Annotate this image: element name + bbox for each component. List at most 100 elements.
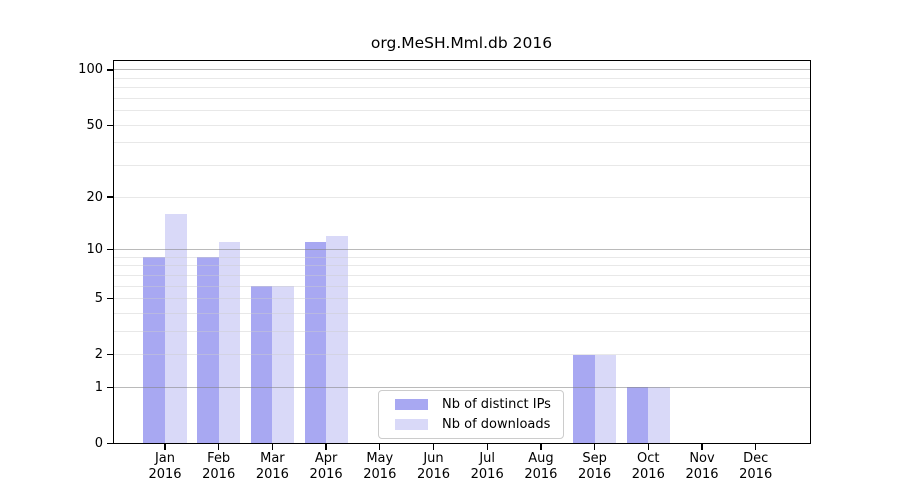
chart-title: org.MeSH.Mml.db 2016 [370, 34, 553, 52]
bar-distinct-ips-feb [197, 257, 219, 444]
y-tick-label: 0 [94, 436, 103, 451]
gridline-minor [114, 274, 810, 276]
x-tick-label-year: 2016 [739, 466, 773, 482]
x-tick-label-year: 2016 [202, 466, 236, 482]
y-tick-label: 20 [86, 189, 103, 205]
x-tick [432, 444, 435, 450]
x-tick-label: Jan 2016 [133, 451, 197, 482]
legend-item: Nb of distinct IPs [395, 396, 551, 413]
bar-distinct-ips-sep [573, 354, 595, 444]
x-tick-label: May 2016 [348, 451, 412, 482]
y-tick [107, 442, 113, 445]
x-tick-label: Mar 2016 [240, 451, 304, 482]
x-tick-label-month: Nov [689, 451, 715, 466]
legend-swatch-icon [395, 419, 428, 430]
x-tick-label-year: 2016 [416, 466, 451, 482]
gridline-major [114, 69, 810, 71]
x-tick-label: Dec 2016 [724, 451, 788, 482]
gridline-minor [114, 110, 810, 112]
x-tick-label: Nov 2016 [670, 451, 734, 482]
y-tick [107, 248, 113, 251]
y-tick-label: 50 [86, 117, 103, 133]
y-tick [107, 386, 113, 389]
gridline-minor [114, 98, 810, 100]
y-tick [107, 353, 113, 356]
x-tick-label-year: 2016 [470, 466, 504, 482]
gridline-minor [114, 330, 810, 332]
bar-distinct-ips-oct [626, 387, 649, 444]
gridline-minor [114, 124, 810, 126]
x-tick [647, 444, 649, 450]
y-tick-label: 1 [94, 379, 103, 395]
gridline-minor [114, 165, 810, 167]
x-tick-label-month: May [366, 451, 394, 466]
x-tick [271, 444, 274, 450]
x-tick-label-month: Sep [582, 451, 607, 466]
legend-item-label: Nb of downloads [442, 417, 551, 432]
x-tick-label: Feb 2016 [187, 451, 251, 482]
x-tick [593, 444, 596, 450]
gridline-minor [114, 285, 810, 287]
x-tick-label-year: 2016 [255, 466, 289, 482]
gridline-minor [114, 297, 810, 299]
gridline-minor [114, 196, 810, 198]
legend: Nb of distinct IPs Nb of downloads [378, 390, 564, 439]
y-tick [107, 297, 113, 300]
y-tick-label: 2 [94, 347, 103, 363]
x-tick [486, 444, 488, 450]
x-tick-label-year: 2016 [685, 466, 719, 482]
x-tick [379, 444, 381, 450]
y-tick-label: 5 [94, 290, 103, 306]
x-tick-label-month: Mar [260, 451, 285, 466]
x-tick [540, 444, 542, 450]
x-tick-label-month: Jan [154, 451, 176, 466]
y-tick [107, 124, 113, 126]
gridline-minor [114, 142, 810, 144]
x-tick-label: Aug 2016 [509, 451, 573, 482]
bar-distinct-ips-apr [304, 242, 327, 444]
y-tick [107, 196, 113, 198]
bar-downloads-feb [218, 242, 241, 444]
gridline-minor [114, 312, 810, 314]
x-tick-label-month: Aug [528, 451, 554, 466]
x-tick [755, 444, 757, 450]
x-tick-label-year: 2016 [363, 466, 397, 482]
x-tick-label-year: 2016 [309, 466, 343, 482]
x-tick [325, 444, 327, 450]
legend-swatch-icon [395, 399, 428, 410]
x-tick-label-month: Dec [743, 451, 769, 466]
gridline-minor [114, 87, 810, 89]
x-tick-label-year: 2016 [524, 466, 558, 482]
gridline-minor [114, 265, 810, 267]
x-tick-label-month: Oct [637, 451, 660, 466]
bar-downloads-jan [165, 214, 187, 444]
x-tick-label-year: 2016 [631, 466, 665, 482]
y-tick [107, 69, 113, 71]
x-tick-label-month: Apr [314, 451, 338, 466]
x-tick-label-month: Jun [423, 451, 444, 466]
gridline-minor [114, 77, 810, 79]
gridline-minor [114, 256, 810, 258]
bar-downloads-mar [272, 286, 294, 444]
legend-item: Nb of downloads [395, 416, 551, 433]
y-tick-label: 10 [86, 241, 103, 257]
x-tick-label-year: 2016 [148, 466, 182, 482]
legend-item-label: Nb of distinct IPs [442, 397, 551, 412]
gridline-major [114, 386, 810, 388]
x-tick [164, 444, 166, 450]
x-tick-label-month: Jul [479, 451, 496, 466]
gridline-major [114, 248, 810, 250]
bar-downloads-sep [594, 354, 617, 444]
x-tick-label: Apr 2016 [294, 451, 358, 482]
x-tick [218, 444, 220, 450]
x-tick-label: Jun 2016 [402, 451, 466, 482]
x-tick-label-month: Feb [207, 451, 231, 466]
bar-downloads-oct [648, 387, 670, 444]
x-tick [701, 444, 703, 450]
bar-distinct-ips-mar [250, 286, 273, 444]
bar-downloads-apr [326, 235, 348, 444]
bar-distinct-ips-jan [143, 257, 165, 444]
x-tick-label: Sep 2016 [563, 451, 627, 482]
gridline-minor [114, 354, 810, 356]
